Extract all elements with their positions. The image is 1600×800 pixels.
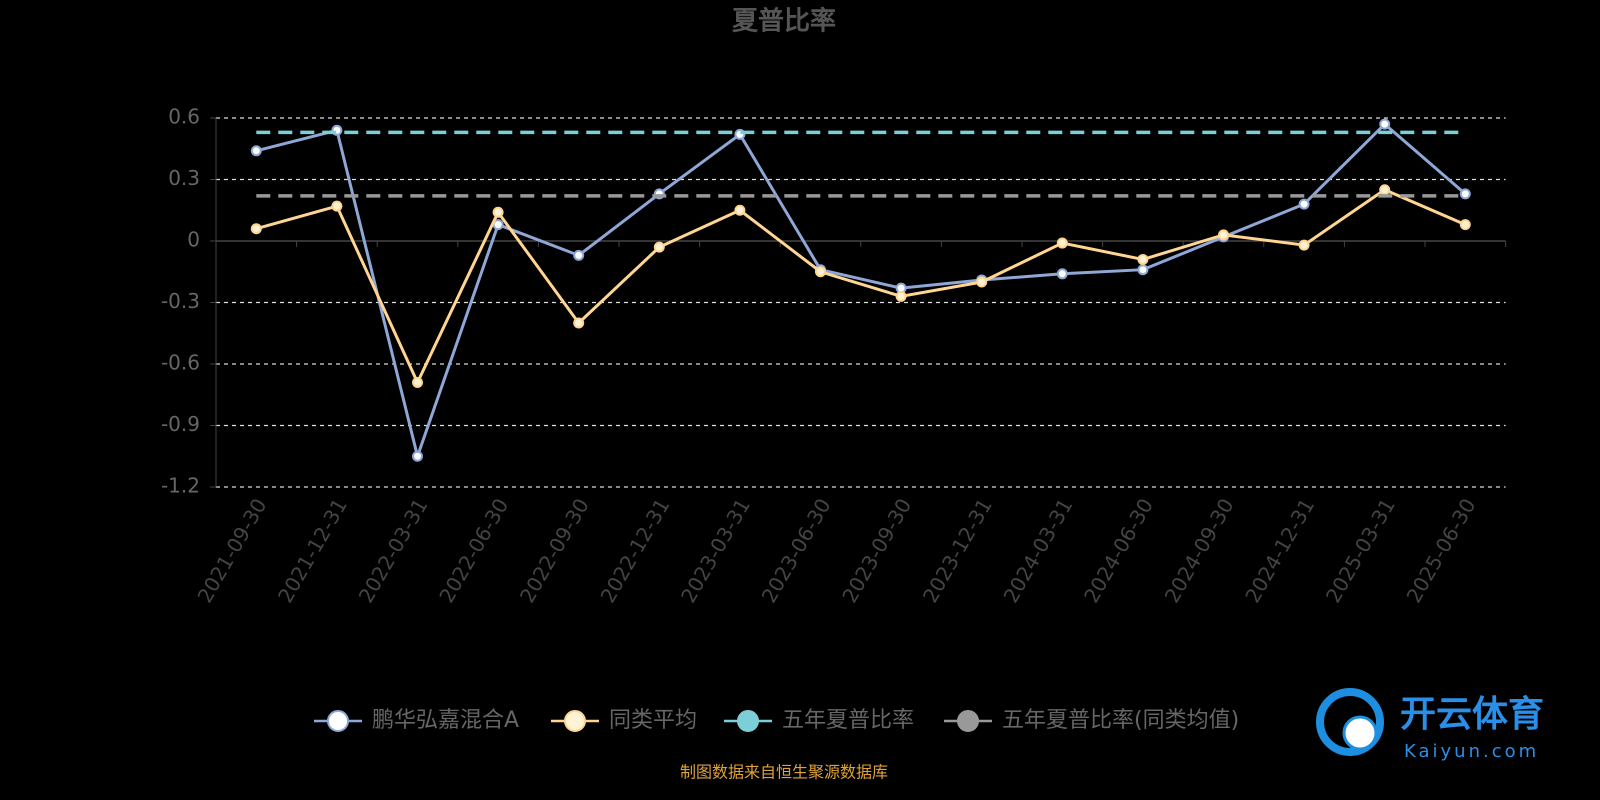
data-point <box>492 206 504 218</box>
data-point <box>1379 184 1391 196</box>
y-tick-label: -0.6 <box>161 351 200 375</box>
data-point <box>895 290 907 302</box>
data-point <box>1056 268 1068 280</box>
legend-label: 五年夏普比率(同类均值) <box>1002 708 1239 733</box>
data-point <box>1459 219 1471 231</box>
data-point <box>976 276 988 288</box>
logo-ball <box>1342 715 1378 751</box>
data-point <box>1379 118 1391 130</box>
data-point <box>412 450 423 462</box>
legend-label: 五年夏普比率 <box>782 708 914 733</box>
legend-label: 同类平均 <box>609 708 697 733</box>
data-point <box>1459 188 1471 200</box>
legend-marker <box>737 710 759 732</box>
series-line <box>255 188 1466 387</box>
data-point <box>653 241 665 253</box>
data-point <box>1218 229 1229 241</box>
data-point <box>1298 198 1310 210</box>
series-line <box>255 122 1467 462</box>
y-tick-label: -0.9 <box>161 412 200 436</box>
data-point <box>412 376 423 388</box>
legend-marker <box>327 710 349 732</box>
watermark-brand: 开云体育 <box>1400 694 1544 735</box>
data-point <box>573 249 585 261</box>
data-point <box>1056 237 1068 249</box>
y-tick-label: -0.3 <box>161 289 200 313</box>
source-note: 制图数据来自恒生聚源数据库 <box>680 763 888 782</box>
data-point <box>815 266 826 278</box>
data-point <box>250 223 262 235</box>
y-tick-label: 0.6 <box>168 105 200 129</box>
watermark-site: Kaiyun.com <box>1404 741 1539 762</box>
data-point <box>331 200 343 212</box>
logo-ring <box>1316 688 1384 756</box>
data-point <box>1137 253 1149 265</box>
watermark: 开云体育 Kaiyun.com <box>1316 688 1544 762</box>
data-point <box>734 204 746 216</box>
chart-title: 夏普比率 <box>732 6 836 37</box>
legend-marker <box>564 710 586 732</box>
data-point <box>250 145 262 157</box>
y-tick-label: 0 <box>187 228 200 252</box>
data-point <box>1298 239 1310 251</box>
data-point <box>573 317 585 329</box>
y-tick-label: -1.2 <box>161 474 200 498</box>
legend-label: 鹏华弘嘉混合A <box>372 708 519 733</box>
data-point <box>1137 264 1149 276</box>
y-tick-label: 0.3 <box>168 166 200 190</box>
legend-marker <box>957 710 979 732</box>
